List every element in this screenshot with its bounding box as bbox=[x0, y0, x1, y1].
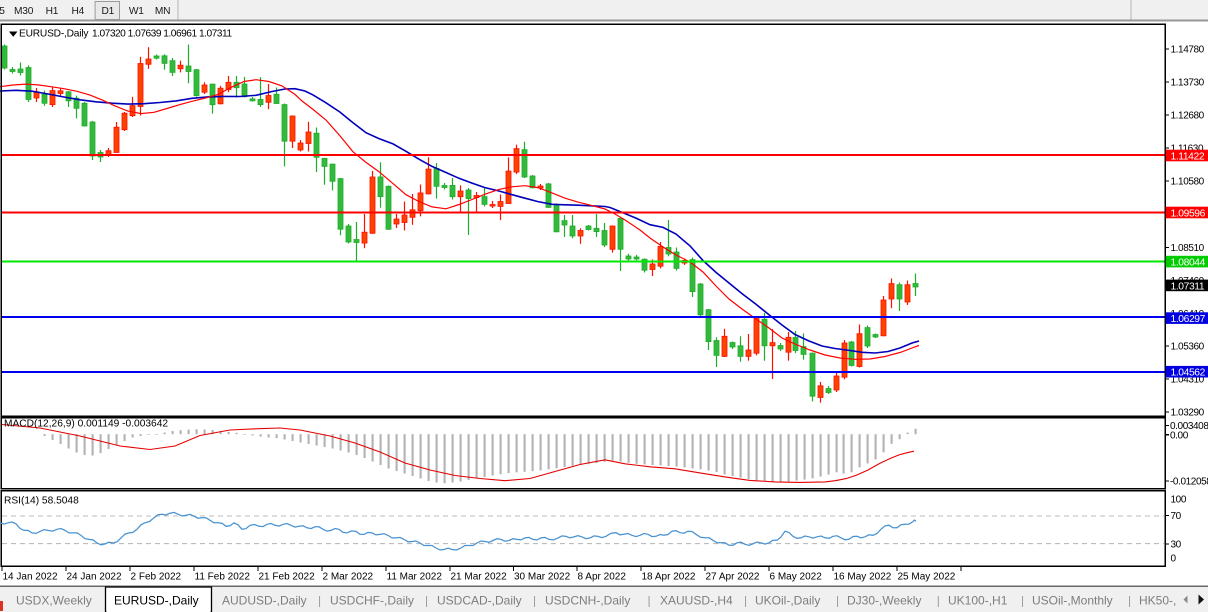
svg-text:UK100-,H1: UK100-,H1 bbox=[948, 593, 1008, 607]
svg-text:1.04562: 1.04562 bbox=[1171, 368, 1206, 379]
svg-text:USDCNH-,Daily: USDCNH-,Daily bbox=[545, 593, 630, 607]
svg-text:14 Jan 2022: 14 Jan 2022 bbox=[3, 572, 58, 583]
svg-text:1.05360: 1.05360 bbox=[1171, 342, 1205, 353]
svg-text:MACD(12,26,9) 0.001149 -0.0036: MACD(12,26,9) 0.001149 -0.003642 bbox=[4, 419, 168, 430]
svg-text:18 Apr 2022: 18 Apr 2022 bbox=[642, 572, 696, 583]
svg-text:1.03290: 1.03290 bbox=[1171, 408, 1205, 419]
svg-text:USDX,Weekly: USDX,Weekly bbox=[16, 593, 92, 607]
svg-text:100: 100 bbox=[1171, 495, 1187, 506]
svg-text:RSI(14) 58.5048: RSI(14) 58.5048 bbox=[4, 496, 79, 507]
svg-text:1.07311: 1.07311 bbox=[1171, 281, 1205, 292]
svg-text:1.08044: 1.08044 bbox=[1171, 258, 1206, 269]
svg-text:0.00: 0.00 bbox=[1170, 431, 1189, 442]
svg-text:1.09596: 1.09596 bbox=[1171, 208, 1206, 219]
svg-text:21 Mar 2022: 21 Mar 2022 bbox=[451, 572, 508, 583]
svg-text:|: | bbox=[648, 593, 651, 607]
svg-text:AUDUSD-,Daily: AUDUSD-,Daily bbox=[222, 593, 307, 607]
svg-text:M5: M5 bbox=[0, 6, 5, 17]
svg-text:30 Mar 2022: 30 Mar 2022 bbox=[514, 572, 571, 583]
svg-text:H1: H1 bbox=[46, 6, 59, 17]
svg-text:0: 0 bbox=[1171, 554, 1177, 565]
svg-text:6 May 2022: 6 May 2022 bbox=[770, 572, 823, 583]
svg-text:|: | bbox=[1128, 593, 1131, 607]
svg-text:70: 70 bbox=[1171, 511, 1182, 522]
svg-text:USDCHF-,Daily: USDCHF-,Daily bbox=[330, 593, 414, 607]
svg-text:D1: D1 bbox=[102, 6, 115, 17]
svg-text:|: | bbox=[533, 593, 536, 607]
svg-text:-0.012058: -0.012058 bbox=[1170, 477, 1208, 488]
svg-text:XAUUSD-,H4: XAUUSD-,H4 bbox=[660, 593, 733, 607]
svg-text:1.10580: 1.10580 bbox=[1171, 177, 1205, 188]
svg-text:USDCAD-,Daily: USDCAD-,Daily bbox=[437, 593, 522, 607]
svg-text:0.003408: 0.003408 bbox=[1170, 421, 1208, 432]
svg-text:1.12680: 1.12680 bbox=[1171, 111, 1205, 122]
svg-text:1.07320 1.07639 1.06961 1.0731: 1.07320 1.07639 1.06961 1.07311 bbox=[92, 28, 232, 39]
svg-text:|: | bbox=[836, 593, 839, 607]
svg-text:11 Mar 2022: 11 Mar 2022 bbox=[387, 572, 443, 583]
svg-text:1.08510: 1.08510 bbox=[1171, 243, 1205, 254]
svg-text:DJ30-,Weekly: DJ30-,Weekly bbox=[847, 593, 921, 607]
svg-text:|: | bbox=[937, 593, 940, 607]
svg-text:30: 30 bbox=[1171, 540, 1182, 551]
svg-text:1.13730: 1.13730 bbox=[1171, 78, 1205, 89]
svg-text:EURUSD-,Daily: EURUSD-,Daily bbox=[19, 28, 89, 39]
svg-text:|: | bbox=[1021, 593, 1024, 607]
svg-text:MN: MN bbox=[155, 6, 170, 17]
svg-text:W1: W1 bbox=[129, 6, 144, 17]
svg-text:HK50-,: HK50-, bbox=[1139, 593, 1176, 607]
svg-text:11 Feb 2022: 11 Feb 2022 bbox=[195, 572, 251, 583]
svg-text:|: | bbox=[744, 593, 747, 607]
svg-text:16 May 2022: 16 May 2022 bbox=[834, 572, 892, 583]
svg-text:|: | bbox=[318, 593, 321, 607]
svg-text:8 Apr 2022: 8 Apr 2022 bbox=[578, 572, 627, 583]
svg-text:25 May 2022: 25 May 2022 bbox=[898, 572, 956, 583]
svg-text:1.06297: 1.06297 bbox=[1171, 314, 1206, 325]
svg-text:21 Feb 2022: 21 Feb 2022 bbox=[259, 572, 316, 583]
svg-text:USOil-,Monthly: USOil-,Monthly bbox=[1032, 593, 1113, 607]
svg-text:1.11630: 1.11630 bbox=[1171, 144, 1204, 155]
svg-text:2 Feb 2022: 2 Feb 2022 bbox=[131, 572, 182, 583]
svg-text:2 Mar 2022: 2 Mar 2022 bbox=[323, 572, 374, 583]
svg-text:|: | bbox=[425, 593, 428, 607]
svg-text:1.14780: 1.14780 bbox=[1171, 45, 1205, 56]
svg-text:M30: M30 bbox=[14, 6, 34, 17]
svg-text:EURUSD-,Daily: EURUSD-,Daily bbox=[114, 593, 199, 607]
svg-text:UKOil-,Daily: UKOil-,Daily bbox=[755, 593, 820, 607]
svg-text:24 Jan 2022: 24 Jan 2022 bbox=[67, 572, 122, 583]
svg-text:H4: H4 bbox=[72, 6, 85, 17]
svg-text:27 Apr 2022: 27 Apr 2022 bbox=[706, 572, 760, 583]
svg-text:1.04310: 1.04310 bbox=[1171, 375, 1205, 386]
svg-text:1.11422: 1.11422 bbox=[1171, 151, 1205, 162]
